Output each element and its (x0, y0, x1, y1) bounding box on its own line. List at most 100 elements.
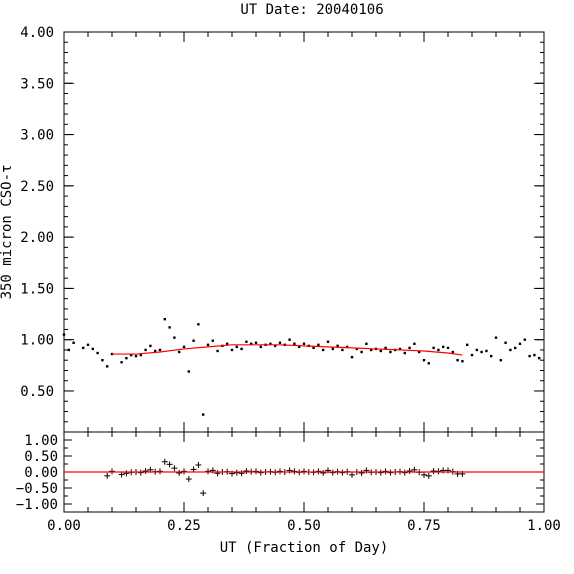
data-point (101, 359, 104, 362)
data-point (139, 353, 142, 357)
data-point (533, 353, 536, 357)
data-point (298, 345, 301, 349)
data-point (384, 346, 387, 350)
data-point (379, 349, 382, 353)
residual-point (253, 468, 259, 475)
residual-point (185, 476, 192, 483)
data-point (518, 342, 522, 345)
data-point (230, 348, 234, 352)
data-point (523, 338, 526, 341)
data-point (446, 346, 450, 350)
data-point (350, 355, 354, 359)
x-tick-label: 0.00 (47, 518, 81, 534)
residual-point (166, 461, 173, 468)
data-point (86, 343, 90, 347)
data-point (106, 365, 109, 368)
residual-point (195, 461, 202, 468)
data-point (370, 348, 373, 352)
chart-title: UT Date: 20040106 (240, 2, 383, 18)
data-point (250, 342, 253, 345)
data-point (120, 361, 123, 364)
residual-point (387, 469, 394, 476)
residual-point (421, 471, 427, 478)
y-tick-label: 1.00 (20, 333, 54, 349)
residual-point (358, 469, 365, 476)
residual-point (238, 470, 245, 477)
residual-point (176, 469, 183, 476)
data-point (336, 344, 339, 348)
data-point (331, 347, 334, 351)
data-point (206, 343, 210, 347)
data-point (451, 350, 454, 354)
residual-point (233, 469, 240, 476)
residual-point (205, 468, 211, 475)
data-point (72, 341, 75, 344)
data-point (96, 351, 99, 355)
x-tick-label: 0.75 (407, 518, 441, 534)
data-point (504, 341, 507, 344)
y-tick-label: 2.50 (20, 179, 54, 195)
data-point (130, 353, 133, 357)
residual-point (377, 469, 384, 476)
residual-point (349, 471, 355, 478)
data-point (398, 347, 402, 351)
data-point (240, 347, 243, 351)
residual-point (200, 490, 207, 497)
data-point (134, 354, 138, 358)
y-tick-label: 3.00 (20, 128, 54, 144)
data-point (182, 345, 186, 349)
residual-point (171, 465, 178, 472)
y-axis-label: 350 micron CSO-τ (0, 165, 15, 300)
data-point (293, 342, 296, 345)
data-point (389, 350, 392, 354)
residual-point (181, 468, 187, 475)
data-point (437, 348, 440, 352)
data-point (91, 347, 94, 351)
data-point (163, 317, 166, 321)
data-point (168, 326, 171, 329)
data-point (62, 333, 66, 336)
residual-point (339, 469, 346, 476)
data-point (312, 346, 315, 350)
bottom-panel-ticks: 1.000.500.00−0.50−1.000.00 0.25 0.50 0.75 1.… (16, 431, 561, 534)
data-point (408, 346, 411, 350)
data-point (158, 348, 162, 352)
residual-point (382, 468, 389, 475)
data-point (149, 344, 152, 348)
data-point (154, 349, 157, 353)
data-point (403, 351, 406, 355)
data-point (274, 344, 277, 348)
data-point (470, 353, 474, 357)
y-tick-label: 0.00 (24, 465, 58, 481)
data-point (427, 362, 430, 365)
data-point (269, 342, 272, 345)
y-tick-label: −0.50 (16, 481, 58, 497)
residual-point (243, 468, 250, 475)
x-tick-label: 0.25 (167, 518, 201, 534)
data-point (499, 359, 502, 362)
data-point (125, 356, 128, 360)
residual-point (301, 468, 307, 475)
data-point (254, 341, 258, 344)
data-point (326, 340, 330, 343)
residual-point (401, 469, 408, 476)
x-axis-label: UT (Fraction of Day) (220, 540, 389, 556)
data-point (278, 341, 282, 344)
residual-point (161, 458, 168, 465)
data-point (82, 346, 85, 350)
data-point (67, 348, 70, 352)
residual-point (291, 468, 298, 475)
residual-point (320, 469, 327, 476)
x-tick-label: 1.00 (527, 518, 561, 534)
data-point (514, 346, 517, 350)
data-point (490, 354, 493, 358)
residual-point (315, 468, 322, 475)
data-point (466, 343, 469, 347)
residual-point (214, 470, 221, 477)
data-point (302, 342, 306, 345)
fit-line (112, 344, 463, 356)
residual-point (406, 468, 413, 475)
y-tick-label: 1.00 (24, 433, 58, 449)
data-point (173, 336, 176, 339)
data-point (355, 347, 358, 351)
